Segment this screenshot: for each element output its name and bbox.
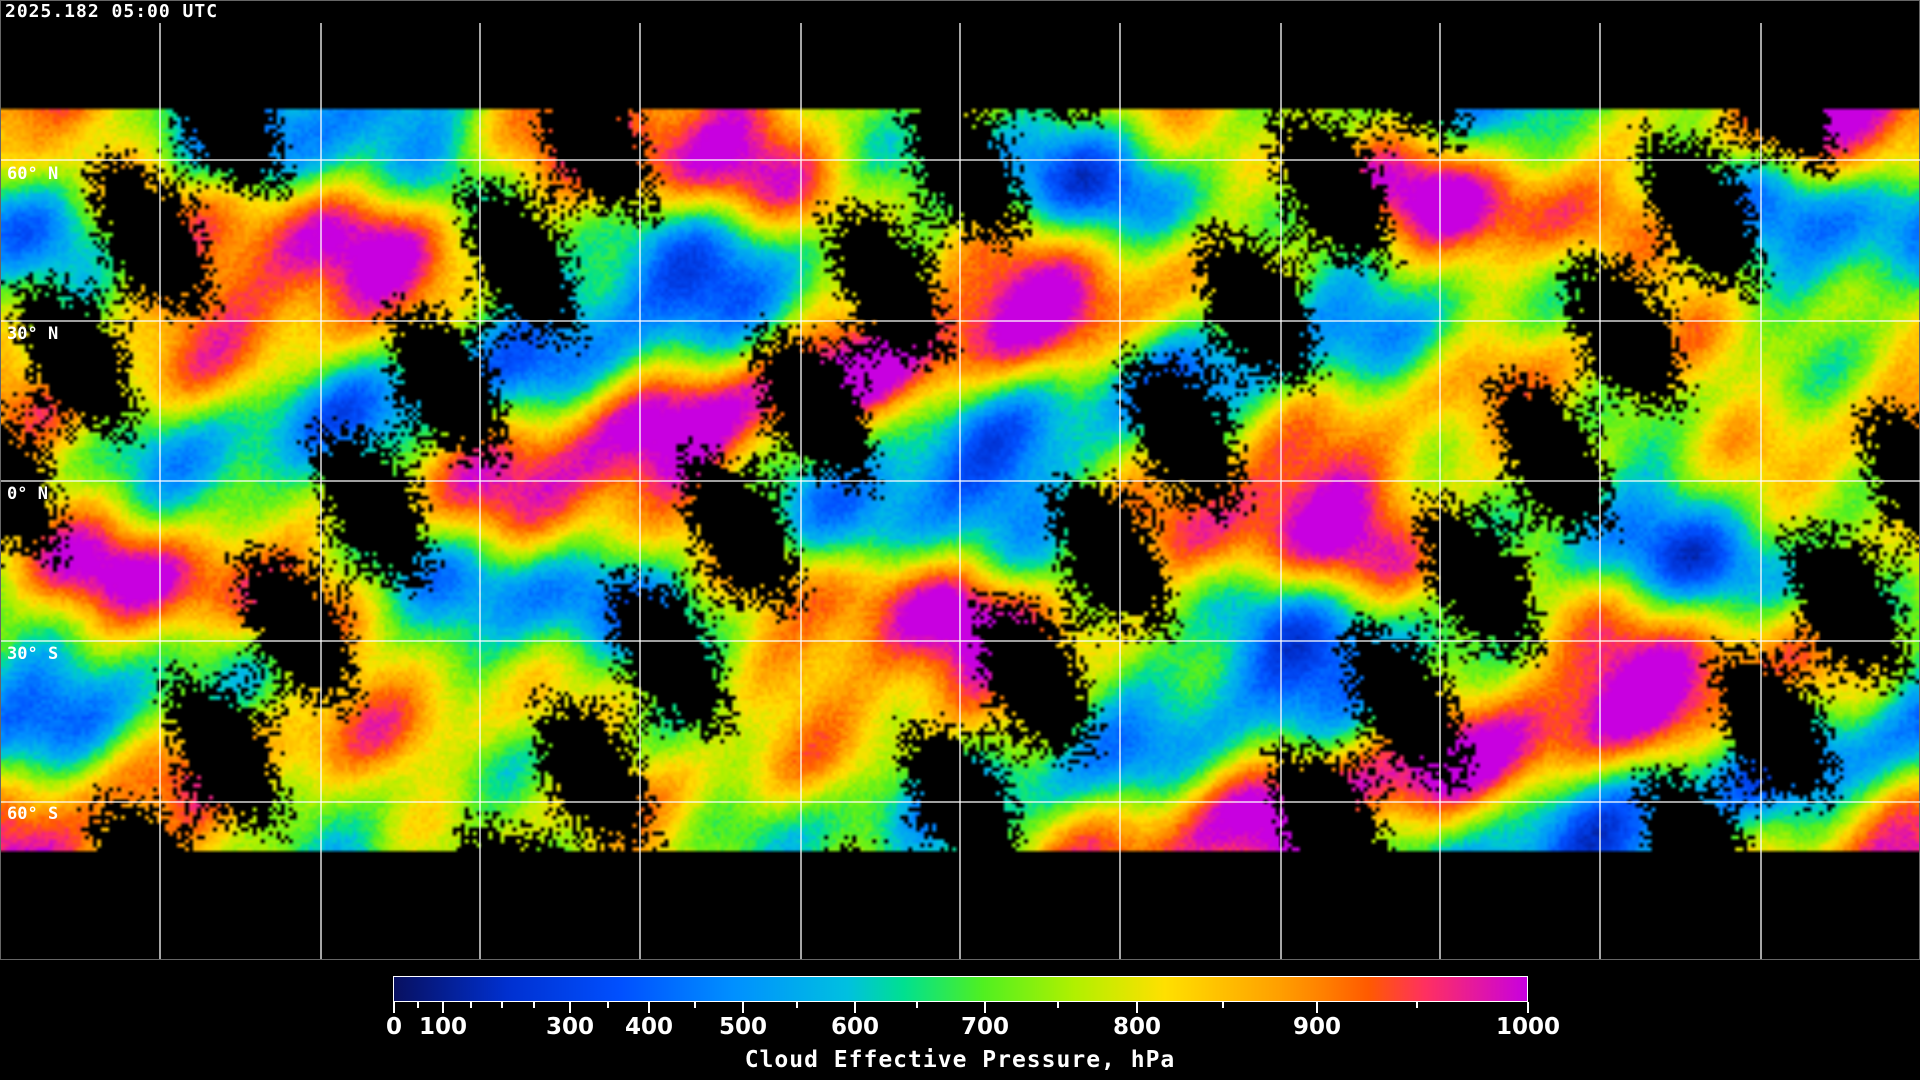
- tick-label: 700: [960, 1014, 1010, 1040]
- tick-label: 600: [830, 1014, 880, 1040]
- tick-label: 400: [624, 1014, 674, 1040]
- tick-label: 100: [418, 1014, 468, 1040]
- tick-label: 300: [545, 1014, 595, 1040]
- lat-label-30n: 30° N: [7, 324, 59, 344]
- graticule: [1, 23, 1920, 959]
- colorbar: [393, 976, 1528, 1002]
- tick-label: 900: [1292, 1014, 1342, 1040]
- timestamp: 2025.182 05:00 UTC: [5, 1, 219, 22]
- satellite-map: 2025.182 05:00 UTC 60° N 30° N 0° N 30° …: [0, 0, 1920, 960]
- lat-label-0n: 0° N: [7, 484, 48, 504]
- tick-label: 800: [1112, 1014, 1162, 1040]
- tick-label: 1000: [1495, 1014, 1561, 1040]
- lat-label-60s: 60° S: [7, 804, 59, 824]
- lat-label-30s: 30° S: [7, 644, 59, 664]
- colorbar-title: Cloud Effective Pressure, hPa: [744, 1047, 1176, 1073]
- tick-label: 0: [385, 1014, 403, 1040]
- tick-label: 500: [718, 1014, 768, 1040]
- lat-label-60n: 60° N: [7, 164, 59, 184]
